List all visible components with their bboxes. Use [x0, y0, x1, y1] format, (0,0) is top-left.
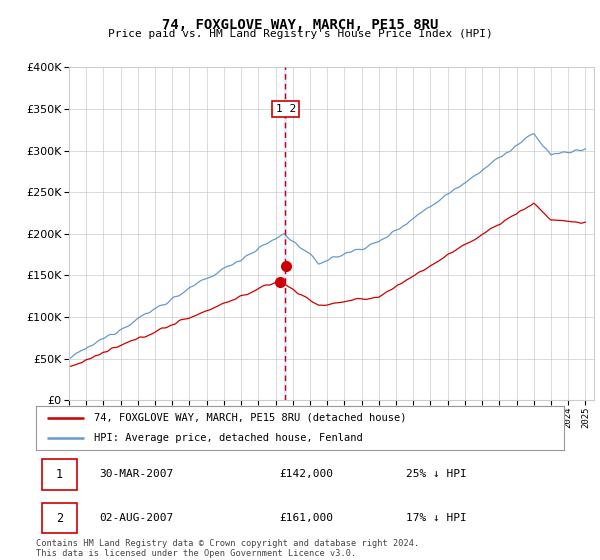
Text: 1: 1 — [56, 468, 63, 481]
Text: £161,000: £161,000 — [279, 513, 333, 523]
Text: Contains HM Land Registry data © Crown copyright and database right 2024.
This d: Contains HM Land Registry data © Crown c… — [36, 539, 419, 558]
Text: £142,000: £142,000 — [279, 469, 333, 479]
Text: 1 2: 1 2 — [276, 104, 296, 114]
Text: 02-AUG-2007: 02-AUG-2007 — [100, 513, 173, 523]
Text: 74, FOXGLOVE WAY, MARCH, PE15 8RU (detached house): 74, FOXGLOVE WAY, MARCH, PE15 8RU (detac… — [94, 413, 407, 423]
Text: Price paid vs. HM Land Registry's House Price Index (HPI): Price paid vs. HM Land Registry's House … — [107, 29, 493, 39]
Text: 25% ↓ HPI: 25% ↓ HPI — [406, 469, 466, 479]
FancyBboxPatch shape — [43, 503, 77, 533]
Text: HPI: Average price, detached house, Fenland: HPI: Average price, detached house, Fenl… — [94, 433, 363, 443]
Text: 2: 2 — [56, 511, 63, 525]
Bar — [284, 67, 286, 400]
Text: 74, FOXGLOVE WAY, MARCH, PE15 8RU: 74, FOXGLOVE WAY, MARCH, PE15 8RU — [162, 18, 438, 32]
Text: 17% ↓ HPI: 17% ↓ HPI — [406, 513, 466, 523]
FancyBboxPatch shape — [43, 459, 77, 489]
Text: 30-MAR-2007: 30-MAR-2007 — [100, 469, 173, 479]
